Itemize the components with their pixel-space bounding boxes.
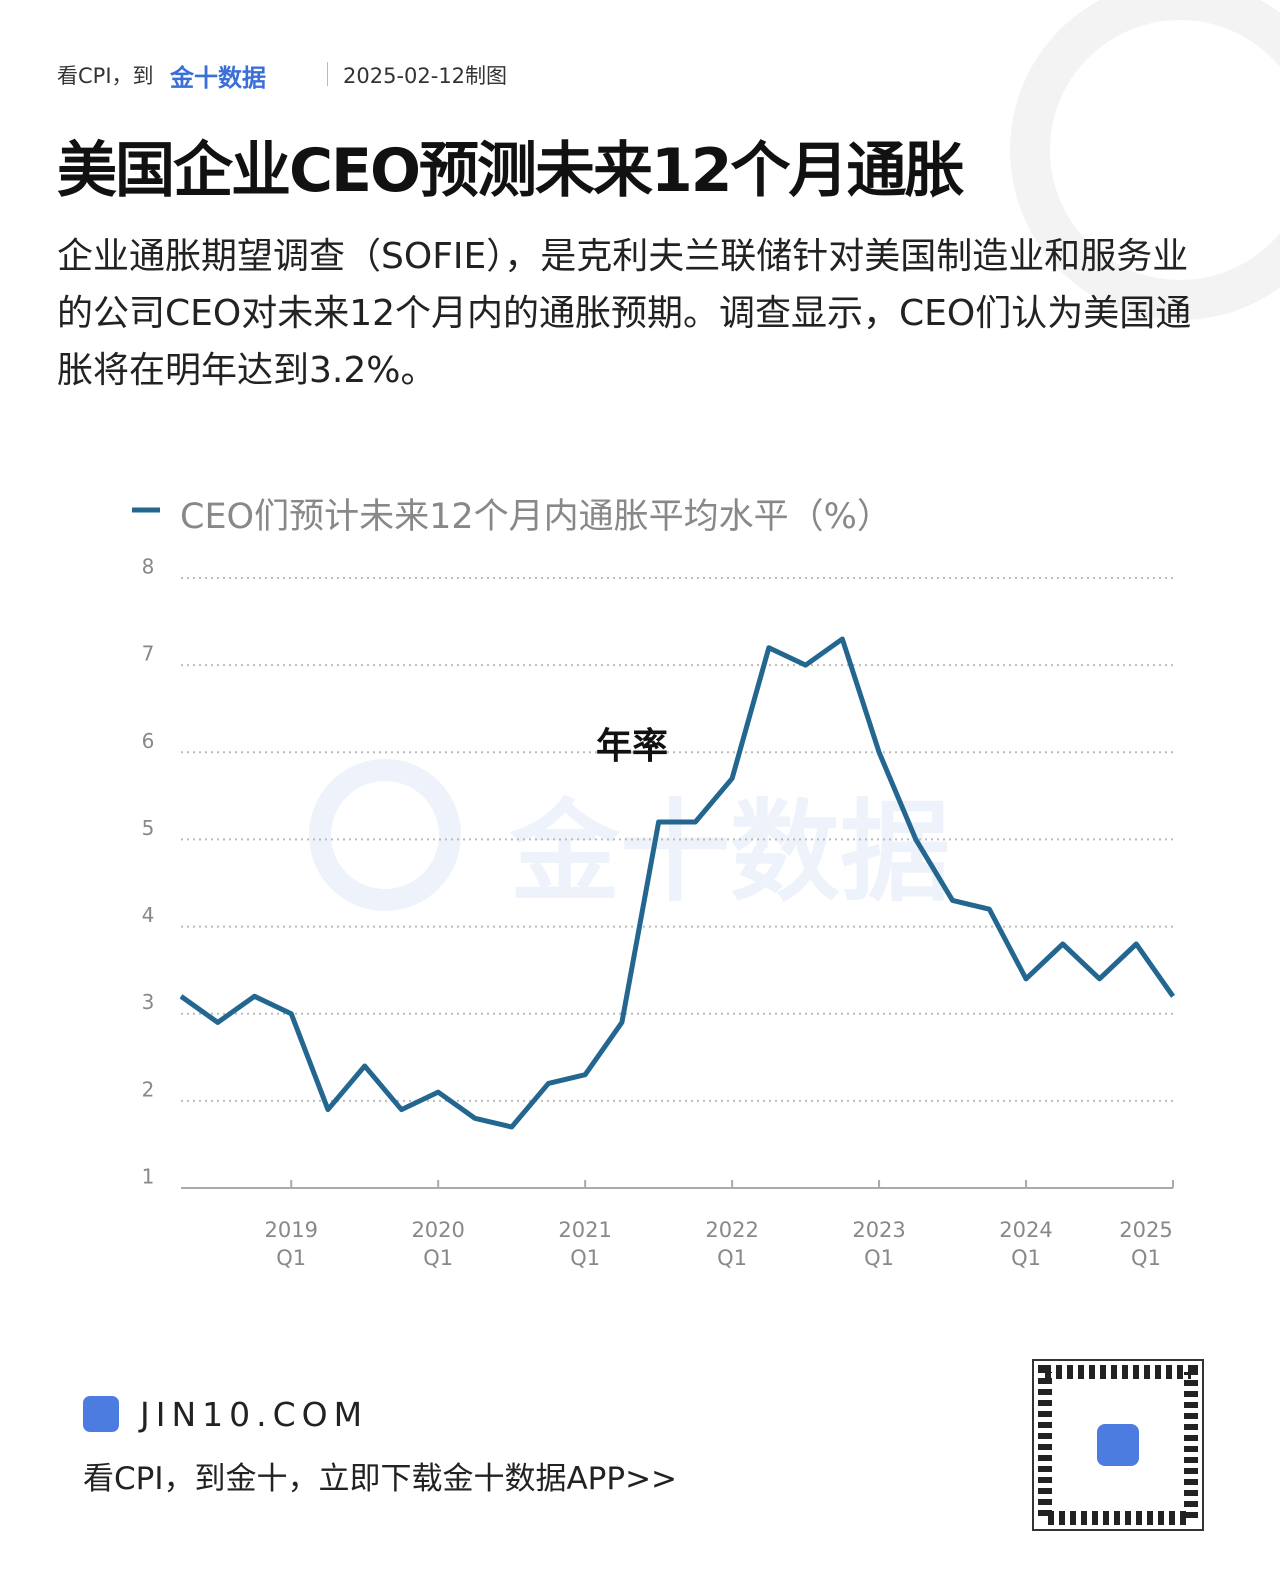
annotation: 年率 bbox=[596, 726, 668, 767]
x-tick-label: 2025 Q1 bbox=[1119, 1218, 1173, 1270]
decor-ring bbox=[1010, 0, 1280, 320]
x-tick-label: 2020 Q1 bbox=[411, 1218, 465, 1270]
x-tick-label: 2019 Q1 bbox=[264, 1218, 318, 1270]
y-tick-label: 3 bbox=[142, 990, 155, 1014]
x-tick-label: 2021 Q1 bbox=[558, 1218, 612, 1270]
x-tick-label: 2023 Q1 bbox=[852, 1218, 906, 1270]
header-brand: 金十数据 bbox=[170, 64, 266, 92]
y-tick-label: 5 bbox=[142, 816, 155, 840]
watermark-logo bbox=[309, 759, 461, 911]
watermark: 金十数据 bbox=[509, 788, 950, 916]
y-tick-label: 7 bbox=[142, 642, 155, 666]
qr-pattern bbox=[1038, 1365, 1198, 1525]
y-tick-label: 6 bbox=[142, 729, 155, 753]
footer-site: JIN10.COM bbox=[140, 1395, 369, 1434]
data-line bbox=[179, 636, 1176, 1130]
y-tick-label: 2 bbox=[142, 1077, 155, 1101]
description: 企业通胀期望调查（SOFIE），是克利夫兰联储针对美国制造业和服务业的公司CEO… bbox=[57, 236, 1192, 391]
legend-label: CEO们预计未来12个月内通胀平均水平（%） bbox=[180, 497, 892, 537]
qr-logo bbox=[1097, 1424, 1139, 1466]
footer-slogan: 看CPI，到金十，立即下载金十数据APP>> bbox=[83, 1461, 678, 1497]
header-prefix: 看CPI，到 bbox=[57, 64, 154, 88]
header-date: 2025-02-12制图 bbox=[343, 64, 508, 88]
y-tick-label: 1 bbox=[142, 1165, 155, 1189]
y-tick-label: 4 bbox=[142, 903, 155, 927]
divider bbox=[327, 62, 328, 86]
x-tick-label: 2022 Q1 bbox=[705, 1218, 759, 1270]
x-tick-label: 2024 Q1 bbox=[999, 1218, 1053, 1270]
footer-logo bbox=[83, 1396, 119, 1432]
title: 美国企业CEO预测未来12个月通胀 bbox=[57, 136, 965, 206]
qr-code bbox=[1032, 1359, 1204, 1531]
y-tick-label: 8 bbox=[142, 555, 155, 579]
